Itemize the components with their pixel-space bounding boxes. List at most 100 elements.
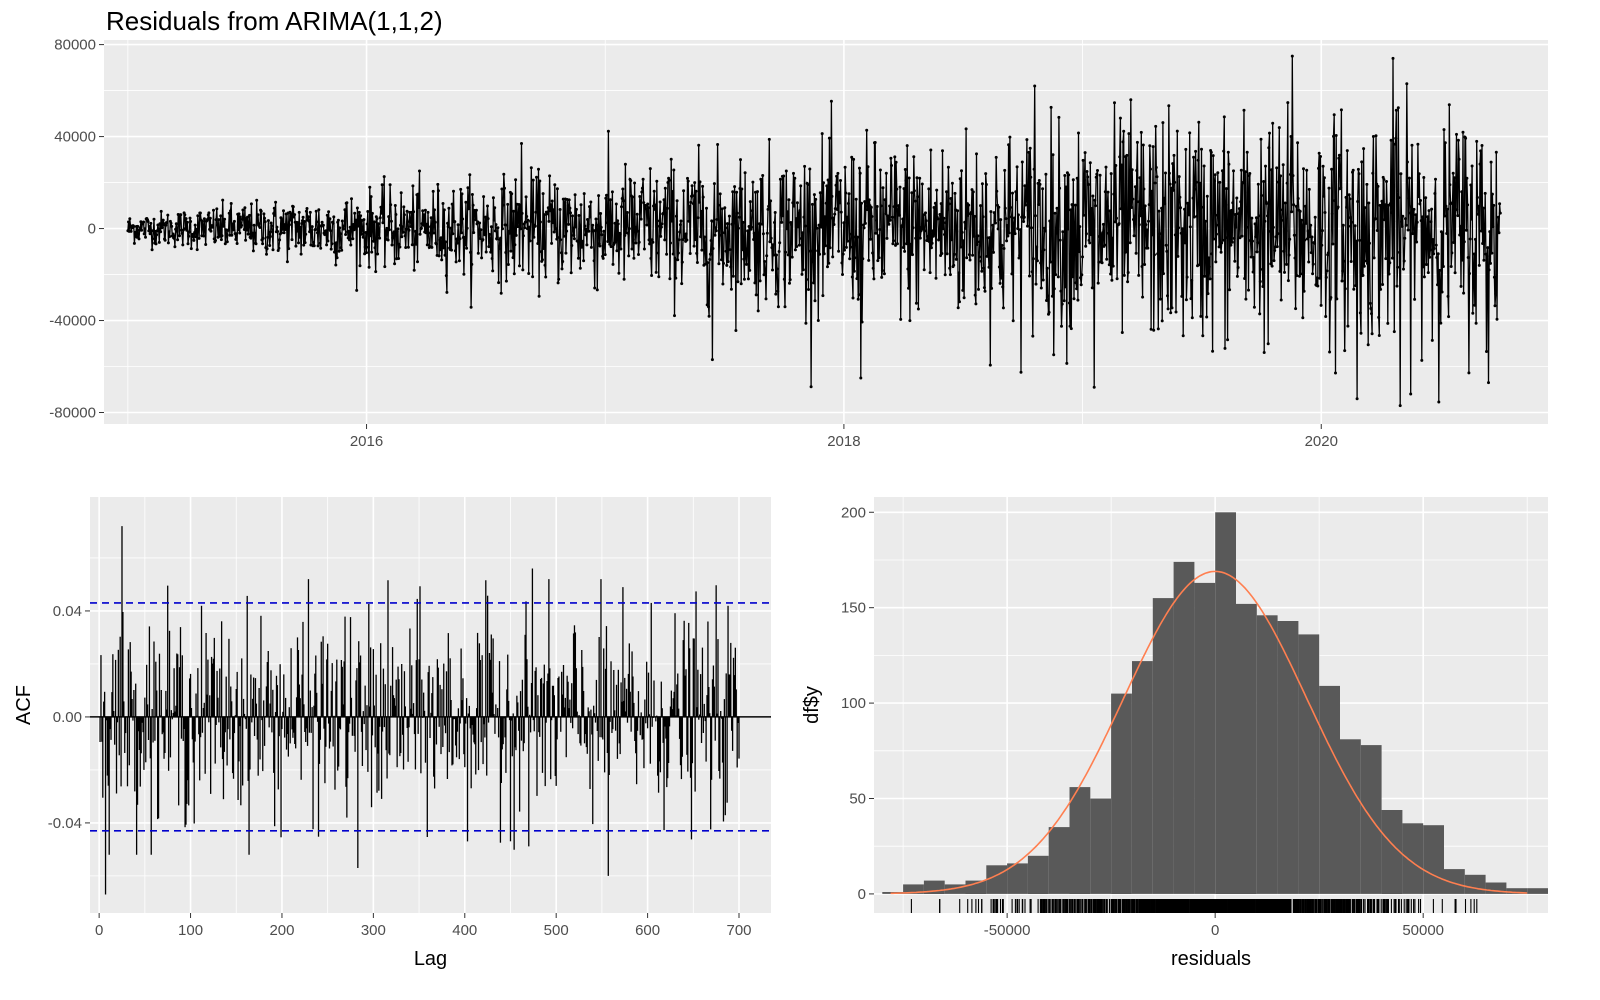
ts-point <box>842 221 846 225</box>
ts-point <box>955 229 959 233</box>
ts-point <box>846 202 850 205</box>
ts-point <box>242 216 246 220</box>
ts-point <box>246 232 250 236</box>
ts-point <box>1167 104 1171 108</box>
ts-point <box>548 174 552 178</box>
ts-point <box>797 243 801 247</box>
ts-point <box>471 203 475 207</box>
ts-point <box>938 213 942 216</box>
ts-point <box>676 258 680 262</box>
ts-point <box>831 216 835 220</box>
ts-point <box>197 236 201 240</box>
ts-point <box>1013 216 1016 220</box>
ts-point <box>1017 256 1021 260</box>
ts-point <box>1253 222 1257 226</box>
ts-point <box>587 229 591 233</box>
ts-point <box>1481 242 1485 245</box>
ts-point <box>486 217 490 221</box>
ts-point <box>1415 240 1419 244</box>
ts-point <box>393 262 397 266</box>
hist-bar <box>1194 582 1216 894</box>
ts-point <box>1447 315 1451 319</box>
ts-point <box>1147 203 1151 207</box>
ts-point <box>810 260 814 264</box>
ts-point <box>1255 250 1259 254</box>
ts-point <box>599 225 603 229</box>
ts-point <box>924 219 928 223</box>
ts-point <box>403 234 407 238</box>
ts-point <box>952 252 956 256</box>
ts-point <box>827 261 831 265</box>
ts-point <box>729 265 733 269</box>
ts-point <box>418 169 421 173</box>
ts-point <box>292 215 296 219</box>
ts-point <box>710 358 714 362</box>
ts-point <box>1203 219 1207 223</box>
ts-point <box>1456 138 1460 142</box>
ts-point <box>459 187 463 191</box>
ts-point <box>1483 191 1487 195</box>
ts-point <box>574 207 578 211</box>
ts-point <box>1157 209 1161 213</box>
ts-point <box>1442 128 1446 132</box>
ts-point <box>302 243 306 247</box>
ts-point <box>296 221 300 225</box>
ts-point <box>1120 331 1124 334</box>
ts-point <box>1120 163 1124 167</box>
ts-point <box>1319 303 1323 307</box>
ts-point <box>1447 103 1451 107</box>
ts-point <box>304 232 308 236</box>
ts-point <box>573 193 577 197</box>
ts-point <box>1343 349 1347 353</box>
ts-point <box>996 227 1000 231</box>
ts-point <box>1457 157 1461 161</box>
acf-y-axis-label: ACF <box>13 685 35 725</box>
ts-point <box>984 183 988 186</box>
ts-point <box>325 213 329 217</box>
ts-point <box>1205 194 1209 198</box>
ts-point <box>337 249 341 253</box>
ts-point <box>1254 235 1258 239</box>
ts-point <box>463 243 467 247</box>
ts-point <box>429 216 433 220</box>
acf-y-tick-label: -0.04 <box>48 815 82 832</box>
ts-point <box>926 234 929 238</box>
ts-point <box>615 249 619 253</box>
ts-point <box>289 212 293 216</box>
ts-point <box>739 282 743 286</box>
ts-point <box>388 183 392 187</box>
ts-point <box>1449 265 1453 268</box>
ts-point <box>1132 234 1136 238</box>
ts-point <box>1272 259 1276 263</box>
ts-point <box>1058 186 1062 190</box>
ts-point <box>688 204 691 208</box>
acf-x-axis-label: Lag <box>414 948 447 970</box>
ts-point <box>883 198 887 202</box>
ts-point <box>1086 183 1090 186</box>
ts-point <box>1107 231 1111 235</box>
ts-point <box>962 239 965 243</box>
ts-point <box>687 219 691 223</box>
ts-point <box>1352 287 1356 291</box>
ts-point <box>572 237 576 241</box>
ts-point <box>769 199 773 203</box>
ts-point <box>469 250 472 254</box>
ts-point <box>816 249 820 253</box>
ts-point <box>342 227 346 231</box>
ts-point <box>459 231 463 235</box>
ts-point <box>494 223 498 227</box>
ts-point <box>192 238 196 242</box>
ts-point <box>720 258 723 262</box>
ts-point <box>219 238 223 242</box>
ts-point <box>1393 142 1397 146</box>
ts-point <box>980 182 984 186</box>
ts-point <box>1201 334 1205 338</box>
ts-point <box>353 226 357 229</box>
ts-point <box>1007 143 1011 147</box>
ts-point <box>1064 185 1068 189</box>
ts-point <box>1041 187 1045 191</box>
ts-point <box>991 223 995 227</box>
ts-point <box>536 242 540 245</box>
ts-point <box>1100 261 1104 265</box>
ts-point <box>464 200 468 204</box>
